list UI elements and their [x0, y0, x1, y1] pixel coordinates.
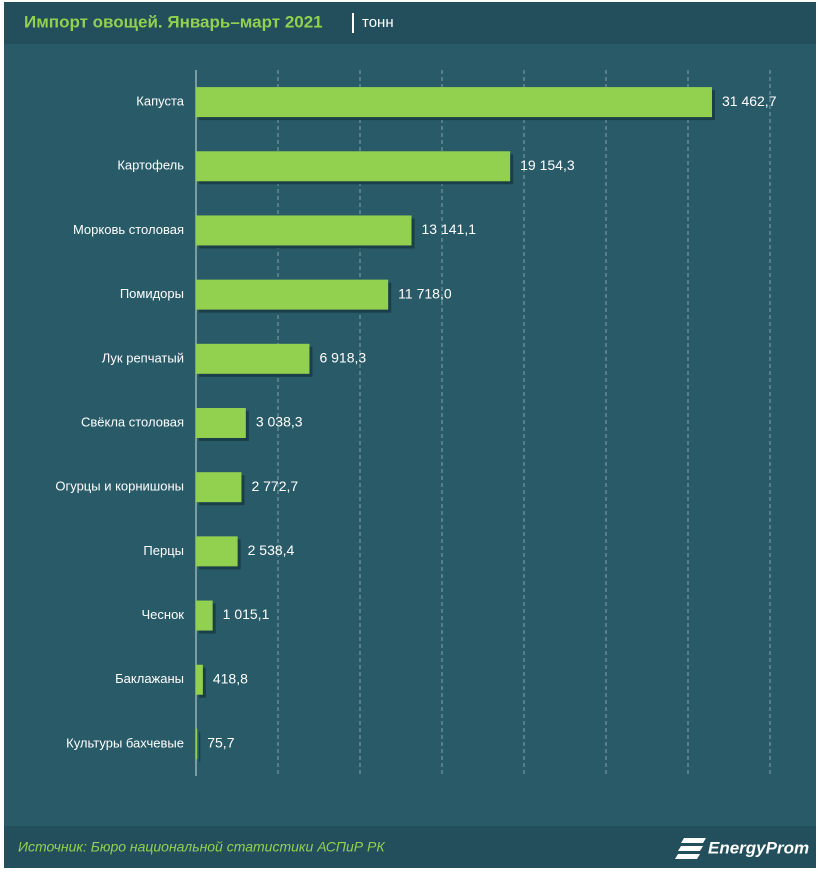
y-tick-label: Культуры бахчевые: [66, 735, 184, 750]
y-tick-label: Лук репчатый: [102, 350, 184, 365]
bar-shadow: [199, 731, 201, 762]
data-label: 2 538,4: [248, 542, 295, 558]
data-label: 2 772,7: [251, 478, 298, 494]
chart-title: Импорт овощей. Январь–март 2021: [24, 12, 323, 31]
bar: [196, 151, 511, 182]
y-tick-label: Баклажаны: [115, 671, 184, 686]
y-tick-label: Огурцы и корнишоны: [55, 479, 184, 494]
title-band: [4, 2, 816, 44]
data-label: 3 038,3: [256, 414, 303, 430]
y-tick-label: Картофель: [117, 158, 184, 173]
y-tick-label: Морковь столовая: [73, 222, 184, 237]
bar: [196, 600, 213, 631]
data-label: 75,7: [207, 735, 234, 751]
y-tick-label: Чеснок: [142, 607, 185, 622]
y-tick-label: Капуста: [136, 94, 185, 109]
y-tick-label: Перцы: [143, 543, 184, 558]
bar: [196, 472, 242, 503]
logo: EnergyProm: [708, 838, 809, 857]
data-label: 11 718,0: [398, 285, 452, 301]
y-tick-label: Свёкла столовая: [81, 414, 184, 429]
subtitle: тонн: [362, 14, 394, 31]
bar: [196, 343, 310, 374]
logo-icon: [675, 838, 706, 859]
data-label: 31 462,7: [722, 93, 777, 109]
y-tick-label: Помидоры: [120, 286, 184, 301]
data-label: 19 154,3: [520, 157, 575, 173]
background: [4, 2, 816, 868]
data-label: 418,8: [213, 670, 248, 686]
data-label: 13 141,1: [422, 221, 477, 237]
bar: [196, 664, 203, 695]
bar: [196, 279, 389, 310]
data-label: 6 918,3: [319, 350, 366, 366]
bar: [196, 215, 412, 246]
data-label: 1 015,1: [223, 606, 270, 622]
bar: [196, 728, 198, 759]
bar: [196, 536, 238, 567]
bar: [196, 87, 712, 118]
bar: [196, 408, 246, 438]
source: Источник: Бюро национальной статистики А…: [18, 839, 385, 855]
